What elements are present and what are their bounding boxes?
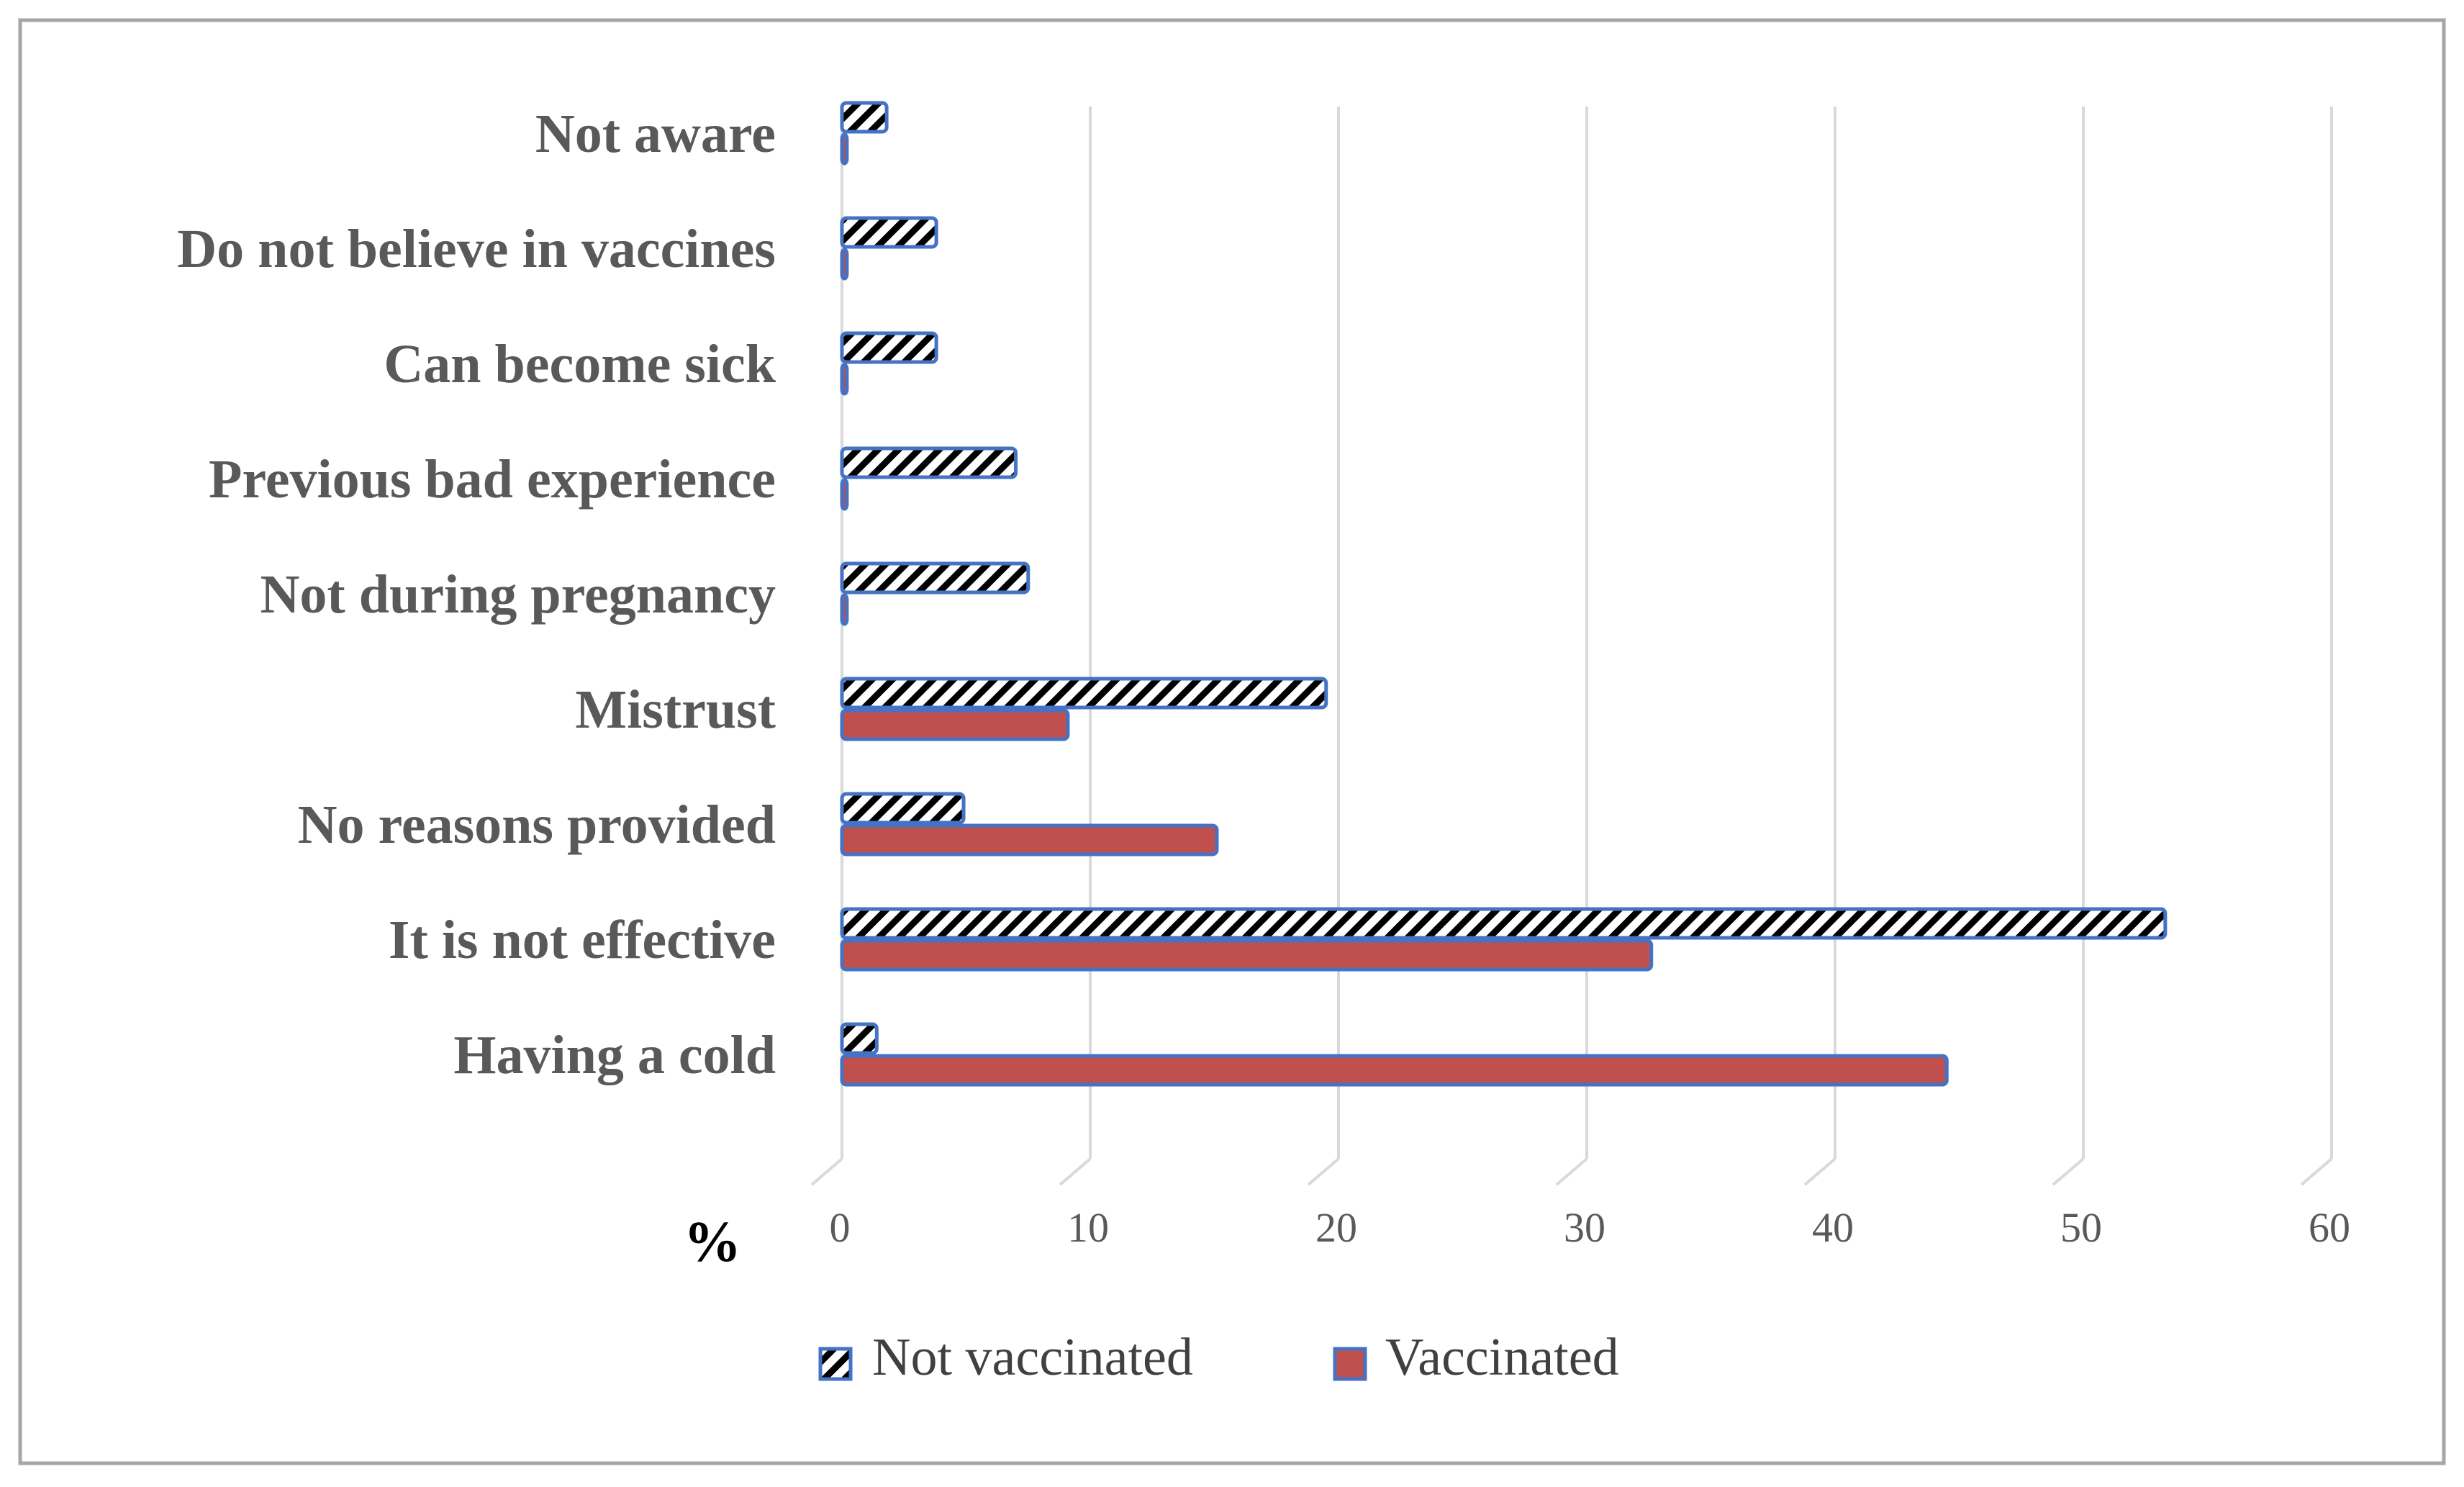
gridline-foot (1555, 1157, 1588, 1186)
gridline-foot (2052, 1157, 2085, 1186)
bars (840, 101, 2168, 1087)
bar-vaccinated (840, 1054, 1949, 1087)
category-label: Having a cold (453, 1025, 776, 1085)
bar-not-vaccinated (840, 677, 1328, 710)
category-label: Can become sick (384, 334, 776, 394)
bar-vaccinated (840, 823, 1219, 857)
gridline-foot (810, 1157, 843, 1186)
x-axis-ticks: 0 10 20 30 40 50 60 (830, 1204, 2351, 1251)
gridline-foot (1803, 1157, 1836, 1186)
bar-vaccinated (840, 248, 849, 281)
gridline-foot (2300, 1157, 2333, 1186)
tick-label: 0 (830, 1204, 851, 1251)
gridline-foot (1307, 1157, 1340, 1186)
bar-vaccinated (840, 478, 849, 511)
category-label: Mistrust (575, 679, 776, 740)
tick-label: 20 (1315, 1204, 1357, 1251)
bar-not-vaccinated (840, 561, 1031, 595)
legend: Not vaccinated Vaccinated (818, 1328, 1619, 1387)
bar-not-vaccinated (840, 907, 2168, 940)
chart-frame (18, 18, 2446, 1465)
legend-vaccinated-swatch (1333, 1347, 1367, 1381)
category-label: Not during pregnancy (261, 564, 776, 625)
tick-label: 40 (1812, 1204, 1854, 1251)
bar-not-vaccinated (840, 792, 966, 825)
legend-vaccinated-label: Vaccinated (1385, 1328, 1619, 1387)
bar-not-vaccinated (840, 446, 1018, 479)
tick-label: 30 (1564, 1204, 1605, 1251)
bar-not-vaccinated (840, 1022, 879, 1055)
category-label: Do not believe in vaccines (177, 219, 776, 279)
bar-not-vaccinated (840, 101, 889, 134)
bar-vaccinated (840, 363, 849, 396)
category-label: Not aware (535, 104, 776, 164)
category-label: It is not effective (389, 910, 776, 970)
tick-label: 50 (2060, 1204, 2102, 1251)
category-label: Previous bad experience (209, 449, 776, 510)
gridline-foot (1059, 1157, 1092, 1186)
unit-label: % (684, 1211, 741, 1274)
bar-vaccinated (840, 708, 1070, 741)
legend-not-vaccinated-swatch (818, 1347, 853, 1381)
bar-vaccinated (840, 132, 849, 166)
category-label: No reasons provided (298, 795, 776, 855)
tick-label: 60 (2309, 1204, 2350, 1251)
bar-vaccinated (840, 593, 849, 626)
tick-label: 10 (1067, 1204, 1109, 1251)
bar-not-vaccinated (840, 216, 938, 249)
category-labels: Not aware Do not believe in vaccines Can b… (177, 104, 776, 1085)
legend-not-vaccinated-label: Not vaccinated (872, 1328, 1193, 1387)
gridlines (810, 107, 2333, 1186)
bar-vaccinated (840, 939, 1654, 972)
bar-not-vaccinated (840, 331, 938, 364)
